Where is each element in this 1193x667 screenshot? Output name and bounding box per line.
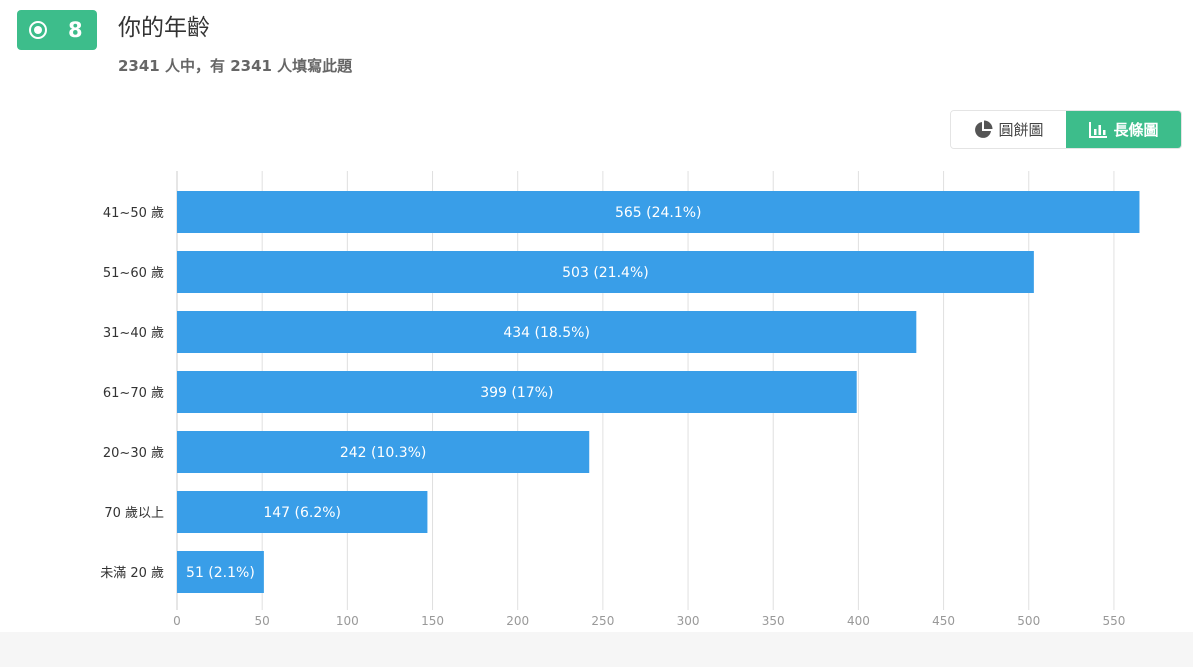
x-tick-label: 450 — [932, 614, 955, 628]
x-tick-label: 0 — [173, 614, 181, 628]
x-tick-label: 50 — [255, 614, 270, 628]
bar — [177, 551, 264, 593]
pie-chart-button[interactable]: 圓餅圖 — [951, 111, 1066, 148]
bar-data-label: 147 (6.2%) — [263, 505, 341, 521]
x-tick-label: 300 — [677, 614, 700, 628]
category-label: 41~50 歲 — [103, 206, 164, 221]
radio-icon — [29, 21, 47, 39]
bar-data-label: 242 (10.3%) — [340, 445, 427, 461]
bar-data-label: 51 (2.1%) — [186, 565, 255, 581]
x-tick-label: 200 — [506, 614, 529, 628]
category-label: 20~30 歲 — [103, 446, 164, 461]
bar-data-label: 434 (18.5%) — [503, 325, 590, 341]
x-tick-label: 550 — [1102, 614, 1125, 628]
bar-data-label: 565 (24.1%) — [615, 205, 702, 221]
category-label: 51~60 歲 — [103, 266, 164, 281]
bar-data-label: 399 (17%) — [480, 385, 553, 401]
bar-chart-label: 長條圖 — [1113, 121, 1159, 139]
bar — [177, 251, 1034, 293]
category-label: 61~70 歲 — [103, 386, 164, 401]
bar-data-label: 503 (21.4%) — [562, 265, 649, 281]
footer-band — [0, 632, 1193, 667]
horizontal-bar-chart: 0 50 100 150 200 250 300 350 400 450 500 550 565 (24… — [100, 171, 1140, 628]
category-label: 未滿 20 歲 — [100, 565, 164, 581]
response-count: 2341 人中，有 2341 人填寫此題 — [118, 57, 353, 75]
bar-chart-button[interactable]: 長條圖 — [1066, 111, 1181, 148]
x-tick-label: 250 — [591, 614, 614, 628]
chart-type-toggle: 圓餅圖 長條圖 — [950, 110, 1182, 149]
question-number-badge: 8 — [17, 10, 97, 50]
bar-chart-icon — [1089, 121, 1108, 138]
category-label: 31~40 歲 — [103, 326, 164, 341]
x-tick-label: 500 — [1017, 614, 1040, 628]
pie-chart-label: 圓餅圖 — [998, 121, 1044, 139]
category-label: 70 歲以上 — [104, 506, 164, 521]
x-tick-label: 100 — [336, 614, 359, 628]
x-tick-label: 400 — [847, 614, 870, 628]
bar — [177, 371, 857, 413]
bar — [177, 491, 428, 533]
question-number: 8 — [68, 18, 83, 42]
x-tick-label: 150 — [421, 614, 444, 628]
pie-chart-icon — [975, 120, 993, 138]
x-tick-label: 350 — [762, 614, 785, 628]
bar — [177, 191, 1140, 233]
bar — [177, 311, 917, 353]
bar — [177, 431, 590, 473]
question-title: 你的年齡 — [118, 15, 210, 41]
